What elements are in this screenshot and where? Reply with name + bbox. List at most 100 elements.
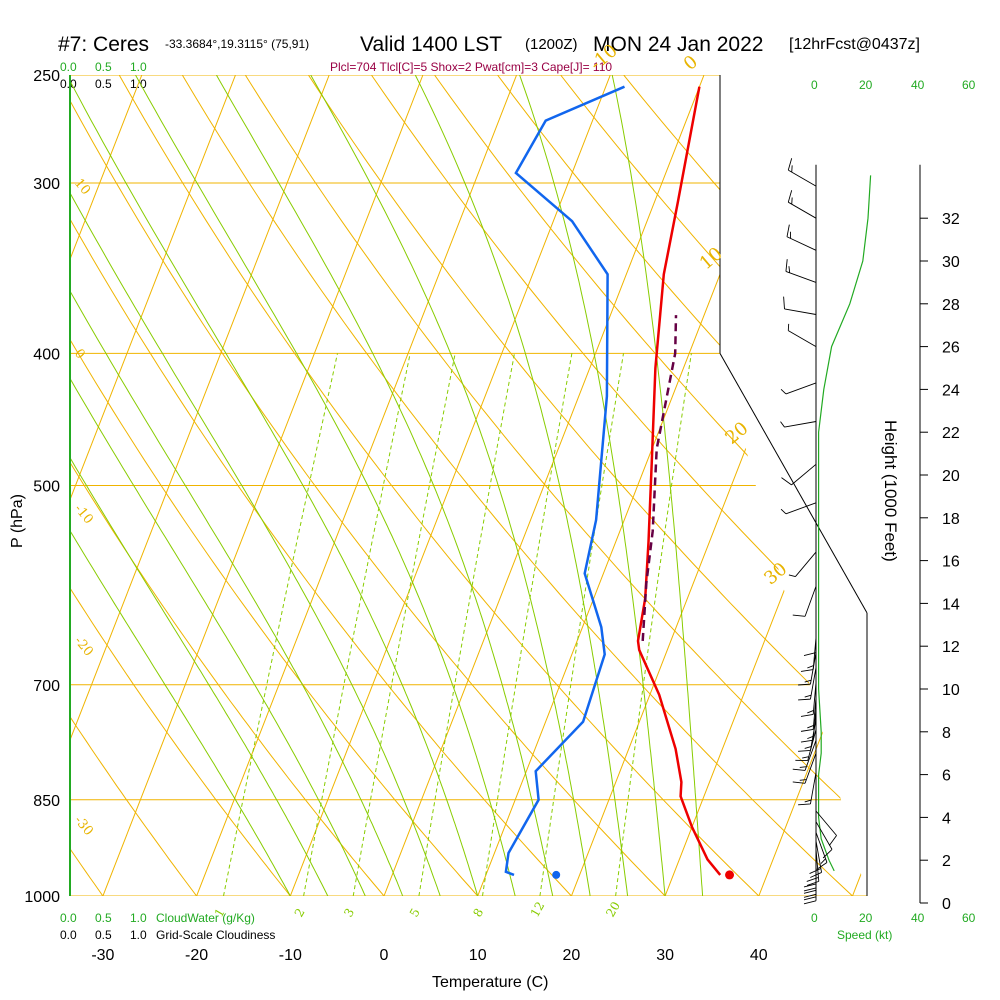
surface-dewpoint-dot [552,870,561,879]
height-label-4: 4 [942,810,951,827]
dry-adiabat-90 [434,75,867,896]
mixing-ratio-label-12: 12 [528,899,548,919]
wind-barb-28 [785,259,817,283]
wind-barb-9 [792,753,817,784]
cloud-scale-bottom-tick-2: 1.0 [130,911,147,925]
mixing-ratio-label-8: 8 [470,906,486,920]
height-axis-title: Height (1000 Feet) [881,420,900,562]
cloud-scale-top-tick-1: 0.5 [95,60,112,74]
height-label-28: 28 [942,297,960,314]
pressure-label-850: 850 [33,793,60,810]
isotherm-label-3: 20 [721,418,752,449]
isotherm-0 [383,75,705,896]
pressure-label-250: 250 [33,68,60,85]
wind-barb-20 [792,586,817,617]
wind-barb-31 [787,158,817,187]
isotherm--30 [102,75,424,896]
forecast-label: [12hrFcst@0437z] [789,36,920,53]
series-dewpoint [504,85,625,877]
dry-adiabat-30 [70,75,666,896]
wind-barb-22 [780,502,817,515]
parcel-params: Plcl=704 Tlcl[C]=5 Shox=2 Pwat[cm]=3 Cap… [330,60,612,74]
height-label-18: 18 [942,511,960,528]
dry-adiabat-label-4: -30 [71,813,96,839]
temp-tick-label-20: 20 [563,947,581,964]
dry-adiabat--10 [70,75,291,896]
cloud-water-label: CloudWater (g/Kg) [156,911,255,925]
wind-barb-30 [787,190,817,219]
valid-time: Valid 1400 LST [360,33,502,56]
moist-adiabat-6 [70,75,441,896]
dry-adiabat-label-2: -10 [71,502,96,528]
wind-barb-5 [815,832,828,870]
speed-top-tick-3: 60 [962,78,976,92]
plot-clip-group [0,75,867,896]
isotherm-50 [852,75,867,896]
wind-barb-23 [781,463,817,486]
wind-barb-18 [800,637,817,672]
wind-barb-19 [803,620,817,656]
wind-barb-29 [786,224,817,251]
cloudiness-top-tick-1: 0.5 [95,77,112,91]
mixing-ratio-line-1 [223,353,338,896]
moist-adiabat-34 [611,75,704,896]
dry-adiabat-20 [70,75,572,896]
wind-speed-profile [818,175,872,872]
cloudiness-bottom-tick-2: 1.0 [130,928,147,942]
temp-tick-label-10: 10 [469,947,487,964]
isotherm-label-4: 30 [760,559,791,590]
moist-adiabat--6 [70,75,329,896]
pressure-label-700: 700 [33,678,60,695]
mixing-ratio-line-20 [615,353,692,896]
mixing-ratio-label-5: 5 [407,906,423,920]
x-axis-title: Temperature (C) [432,974,548,991]
dry-adiabat-100 [497,75,867,896]
wind-barb-25 [780,382,817,395]
isotherm--40 [70,75,330,896]
mixing-ratio-label-20: 20 [603,899,623,919]
station-title: #7: Ceres [58,33,149,56]
height-label-30: 30 [942,254,960,271]
dry-adiabat--40 [0,75,9,896]
moist-adiabat-22 [310,75,591,896]
valid-date: MON 24 Jan 2022 [593,33,763,56]
station-coords: -33.3684°,19.3115° (75,91) [165,37,309,51]
isotherm--20 [196,75,518,896]
moist-adiabat-2 [70,75,404,896]
pressure-label-500: 500 [33,479,60,496]
isotherm--60 [70,75,143,896]
dry-adiabat-label-1: 0 [71,346,88,362]
dry-adiabat-50 [181,75,853,896]
wind-barb-11 [795,729,817,762]
isotherm--50 [70,75,236,896]
cloudiness-bottom-tick-0: 0.0 [60,928,77,942]
speed-top-tick-0: 0 [811,78,818,92]
speed-bottom-tick-0: 0 [811,911,818,925]
cloud-scale-top-tick-2: 1.0 [130,60,147,74]
wind-barb-27 [783,296,817,315]
pressure-label-1000: 1000 [24,889,60,906]
wind-barb-14 [800,697,817,732]
wind-barb-8 [798,772,817,806]
cloudiness-bottom-tick-1: 0.5 [95,928,112,942]
height-label-16: 16 [942,554,960,571]
wind-barb-15 [800,682,817,717]
height-label-8: 8 [942,725,951,742]
moist-adiabat--10 [70,75,291,896]
y-axis-title: P (hPa) [9,494,26,548]
cloudiness-top-tick-0: 0.0 [60,77,77,91]
speed-top-tick-2: 40 [911,78,925,92]
grid-cloudiness-label: Grid-Scale Cloudiness [156,928,275,942]
height-label-10: 10 [942,682,960,699]
isotherm--10 [289,75,611,896]
height-label-24: 24 [942,382,960,399]
wind-barb-21 [788,551,817,577]
height-label-6: 6 [942,768,951,785]
mixing-ratio-label-3: 3 [341,906,357,920]
moist-adiabat-30 [519,75,666,896]
isotherm-label-2: 10 [696,243,727,274]
temp-tick-label--30: -30 [91,947,114,964]
height-label-2: 2 [942,853,951,870]
